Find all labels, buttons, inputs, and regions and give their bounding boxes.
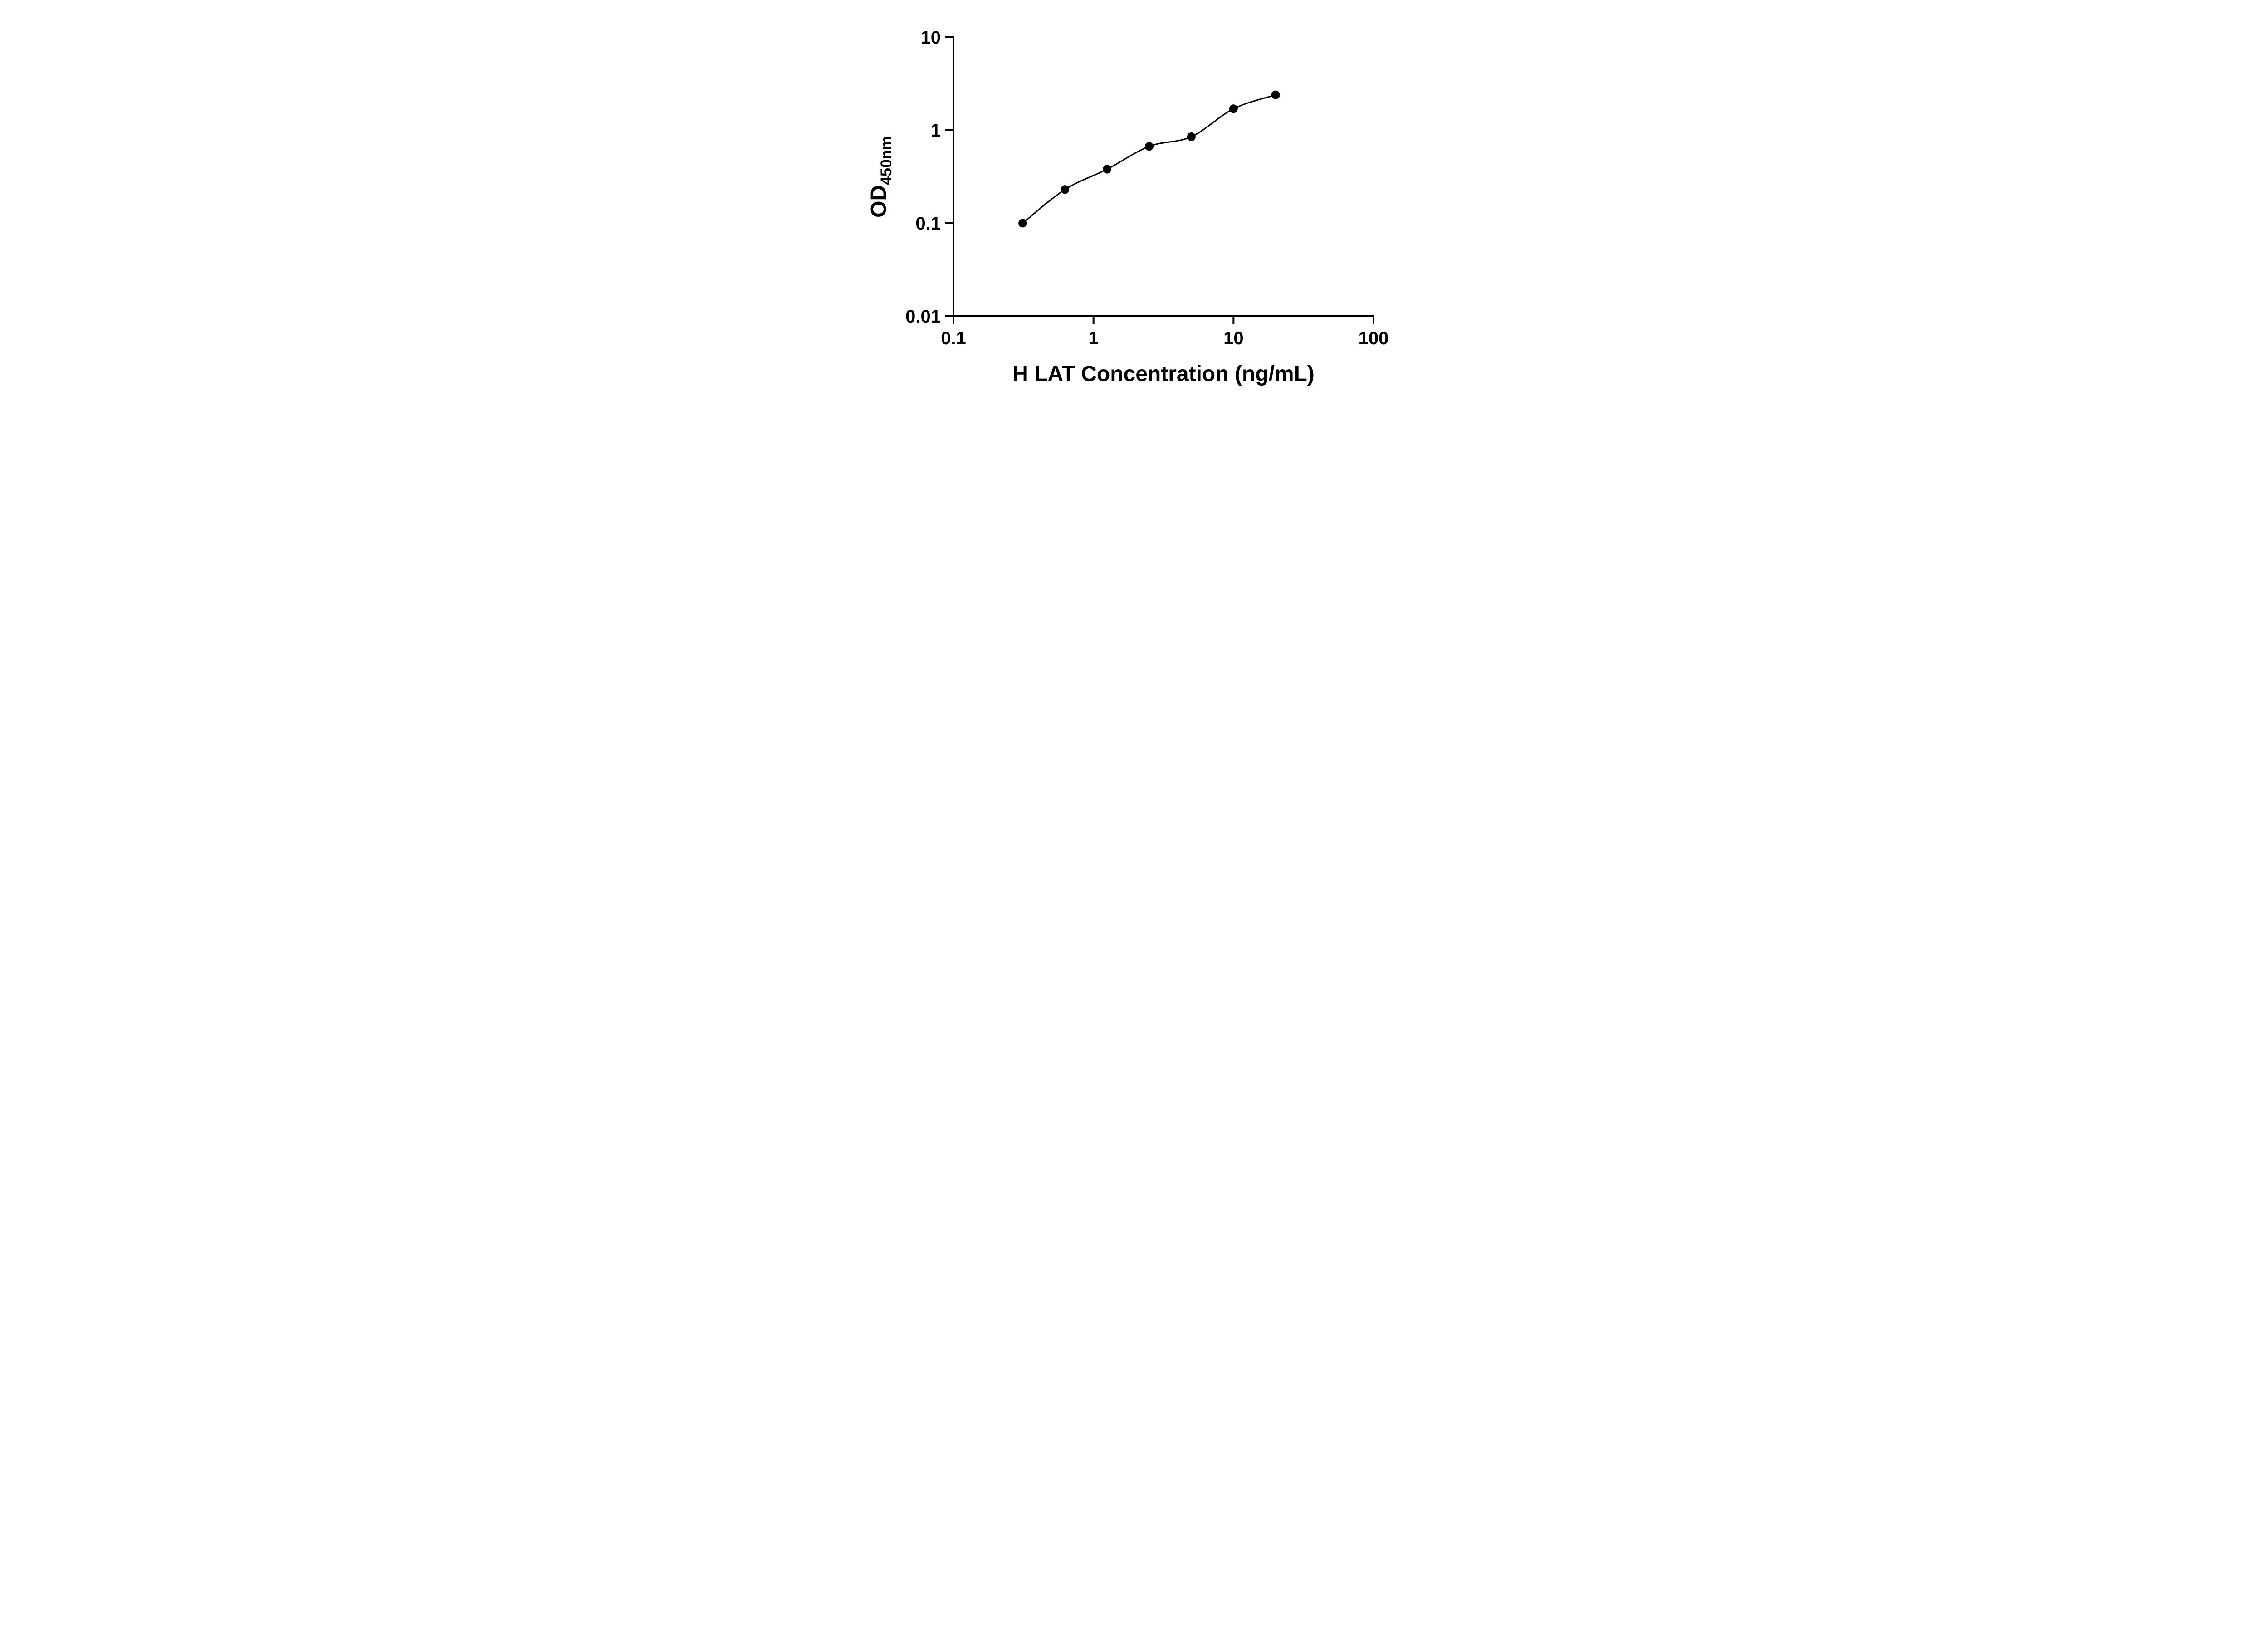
y-axis-tick-label: 10	[920, 28, 941, 48]
y-axis-title: OD450nm	[867, 136, 895, 218]
axis-spine	[952, 36, 1374, 317]
data-point-marker	[1271, 90, 1280, 99]
data-point-marker	[1018, 219, 1027, 228]
y-axis-tick-label: 1	[930, 121, 940, 141]
data-point-marker	[1102, 165, 1111, 174]
y-axis-title-main: OD	[867, 185, 891, 218]
data-point-marker	[1187, 132, 1196, 141]
data-point-marker	[1229, 104, 1238, 113]
x-axis-tick-label: 10	[1223, 328, 1244, 348]
y-axis-title-subscript: 450nm	[878, 136, 895, 185]
data-point-marker	[1060, 185, 1069, 194]
x-axis-title: H LAT Concentration (ng/mL)	[1012, 362, 1315, 386]
elisa-standard-curve-figure: OD450nm H LAT Concentration (ng/mL) 0.1 1…	[842, 0, 1426, 408]
fit-curve	[1022, 94, 1276, 224]
data-point-marker	[1144, 142, 1154, 151]
x-axis-tick-label: 1	[1088, 328, 1098, 348]
standard-curve-plot: OD450nm H LAT Concentration (ng/mL) 0.1 1…	[867, 28, 1388, 386]
y-axis-tick-label: 0.01	[905, 307, 941, 327]
x-axis-tick-label: 0.1	[941, 328, 966, 348]
x-axis-tick-label: 100	[1358, 328, 1388, 348]
y-axis-tick-label: 0.1	[915, 214, 941, 234]
